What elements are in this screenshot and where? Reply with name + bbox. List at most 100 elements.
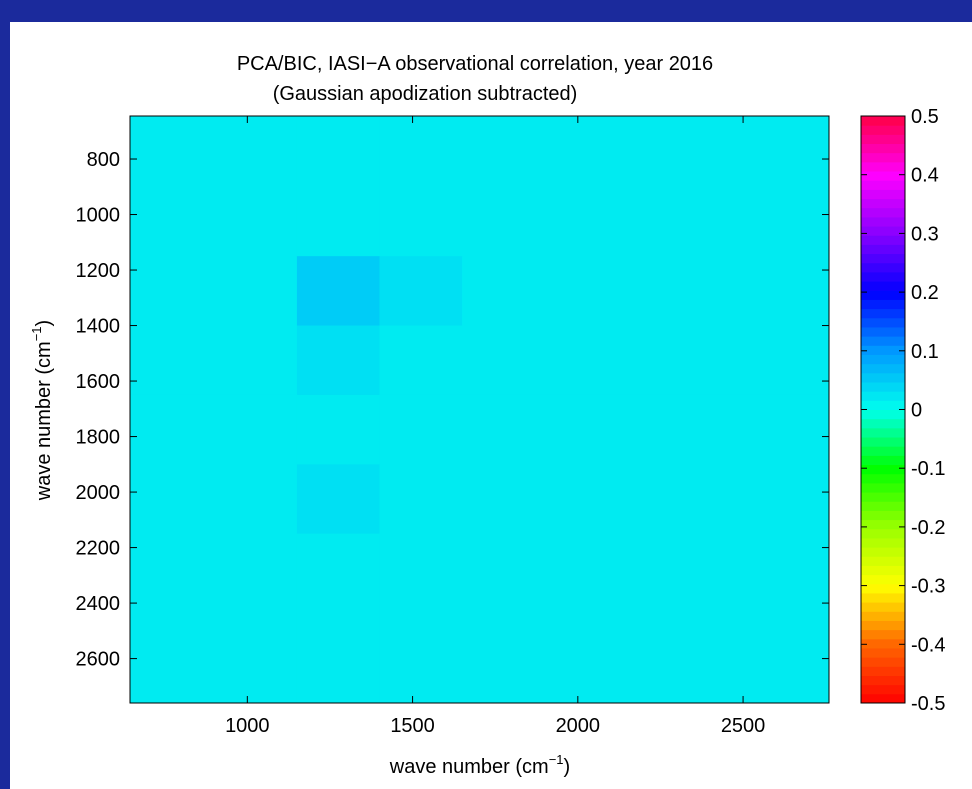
heatmap-cell — [627, 533, 711, 604]
heatmap-cell — [462, 533, 546, 604]
heatmap-cell — [379, 394, 463, 465]
colorbar-swatch — [861, 354, 905, 365]
heatmap-cell — [214, 394, 298, 465]
colorbar-swatch — [861, 592, 905, 603]
heatmap-cell — [627, 116, 711, 188]
heatmap-cell — [544, 116, 628, 188]
heatmap-cell — [214, 325, 298, 396]
colorbar-swatch — [861, 693, 905, 704]
heatmap-cell — [627, 325, 711, 396]
colorbar-swatch — [861, 501, 905, 511]
colorbar-swatch — [861, 189, 905, 200]
x-tick-label: 2500 — [721, 715, 766, 737]
heatmap-cell — [627, 394, 711, 465]
heatmap-cell — [130, 464, 215, 535]
colorbar-swatch — [861, 418, 905, 429]
colorbar-swatch — [861, 363, 905, 374]
heatmap-cell — [627, 256, 711, 327]
colorbar-swatch — [861, 116, 905, 126]
colorbar-swatch — [861, 675, 905, 686]
heatmap-cell — [710, 533, 830, 604]
colorbar-tick-label: -0.1 — [911, 458, 945, 480]
heatmap-cell — [214, 533, 298, 604]
heatmap-cell — [544, 186, 628, 257]
colorbar-tick-label: -0.5 — [911, 693, 945, 715]
heatmap-cell — [710, 186, 830, 257]
heatmap-cell — [462, 603, 546, 704]
colorbar-swatch — [861, 253, 905, 264]
x-label-sup: −1 — [549, 752, 564, 767]
x-label-tail: ) — [564, 756, 571, 778]
colorbar-swatch — [861, 299, 905, 310]
heatmap-cell — [710, 394, 830, 465]
colorbar-swatch — [861, 638, 905, 649]
heatmap-cell — [544, 325, 628, 396]
colorbar-swatch — [861, 666, 905, 676]
heatmap-cell — [379, 256, 463, 327]
colorbar-swatch — [861, 143, 905, 154]
y-tick-label: 2600 — [76, 649, 121, 671]
heatmap-cell — [214, 186, 298, 257]
colorbar-tick-label: 0.3 — [911, 223, 939, 245]
y-tick-label: 800 — [87, 149, 120, 171]
y-tick-label: 1000 — [76, 205, 121, 227]
heatmap-cell — [379, 186, 463, 257]
colorbar-swatch — [861, 473, 905, 484]
plot-frame — [129, 115, 830, 704]
colorbar-swatch — [861, 629, 905, 640]
colorbar-swatch — [861, 647, 905, 658]
heatmap-cell — [627, 186, 711, 257]
colorbar-swatch — [861, 198, 905, 209]
colorbar-swatch — [861, 547, 905, 557]
colorbar-tick-label: 0 — [911, 400, 922, 422]
heatmap-cell — [544, 603, 628, 704]
colorbar-swatch — [861, 427, 905, 438]
heatmap-cell — [710, 256, 830, 327]
heatmap-cell — [296, 394, 381, 465]
heatmap-cell — [462, 186, 546, 257]
heatmap-cell — [214, 464, 298, 535]
heatmap-cell — [544, 464, 628, 535]
colorbar-swatch — [861, 171, 905, 181]
colorbar-swatch — [861, 281, 905, 291]
colorbar-tick-label: 0.1 — [911, 341, 939, 363]
heatmap-cell — [710, 325, 830, 396]
heatmap-cell — [462, 464, 546, 535]
heatmap-cell — [379, 464, 463, 535]
heatmap-cell — [296, 464, 381, 535]
colorbar-tick-label: -0.4 — [911, 634, 945, 656]
colorbar-swatch — [861, 226, 905, 236]
heatmap-cell — [627, 603, 711, 704]
heatmap-cell — [214, 603, 298, 704]
colorbar-swatch — [861, 574, 905, 585]
colorbar-swatch — [861, 684, 905, 695]
colorbar-swatch — [861, 372, 905, 383]
x-tick-label: 1000 — [225, 715, 270, 737]
colorbar-swatch — [861, 125, 905, 135]
colorbar-swatch — [861, 446, 905, 456]
heatmap-cell — [296, 325, 381, 396]
heatmap-cell — [710, 603, 830, 704]
colorbar-swatch — [861, 528, 905, 539]
heatmap-cell — [544, 394, 628, 465]
colorbar-swatch — [861, 611, 905, 621]
colorbar-swatch — [861, 152, 905, 163]
colorbar-swatch — [861, 381, 905, 392]
heatmap-cell — [130, 186, 215, 257]
heatmap-cell — [544, 256, 628, 327]
heatmap-cell — [130, 325, 215, 396]
colorbar-swatch — [861, 134, 905, 145]
colorbar-swatch — [861, 345, 905, 355]
heatmap-cell — [462, 116, 546, 188]
colorbar-swatch — [861, 244, 905, 255]
y-tick-label: 1200 — [76, 260, 121, 282]
heatmap-cell — [710, 116, 830, 188]
heatmap-cell — [544, 533, 628, 604]
heatmap-cell — [462, 394, 546, 465]
colorbar-swatch — [861, 556, 905, 566]
y-label-sup: −1 — [29, 326, 44, 341]
colorbar-swatch — [861, 336, 905, 346]
colorbar-tick-label: -0.3 — [911, 576, 945, 598]
x-tick-label: 1500 — [390, 715, 435, 737]
